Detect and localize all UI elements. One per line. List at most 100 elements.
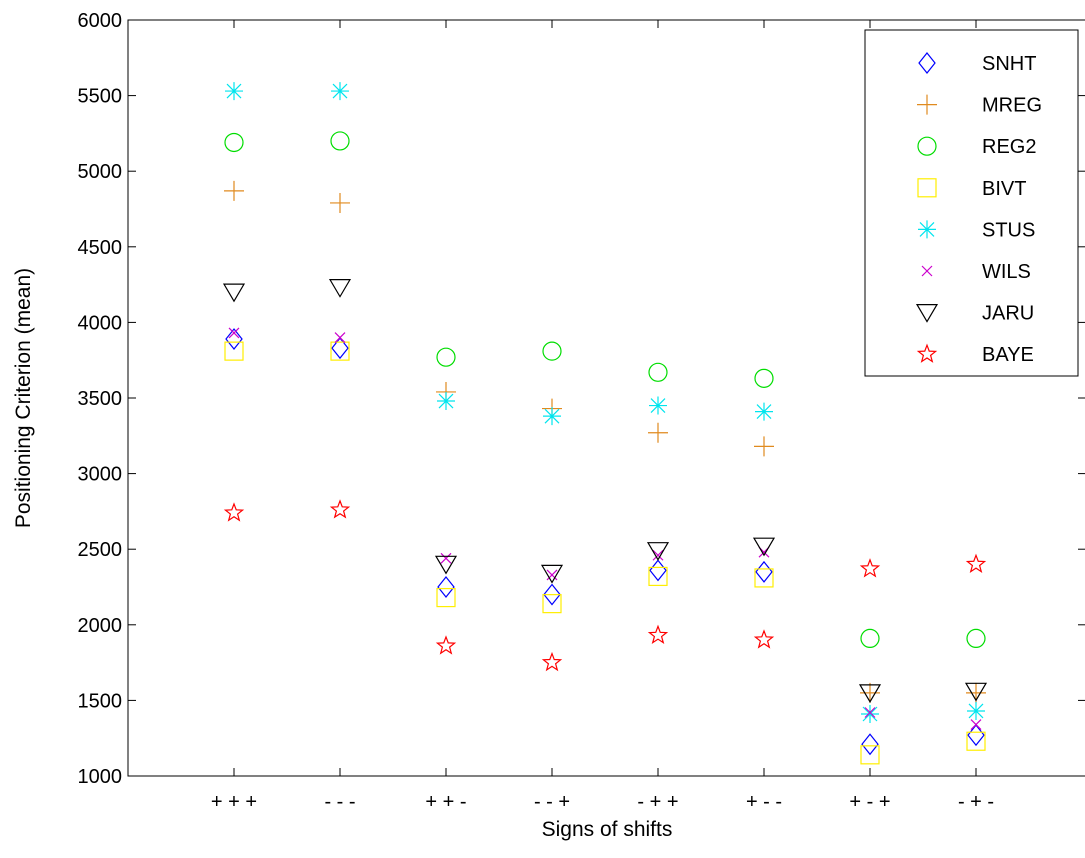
y-tick-label: 3500 bbox=[78, 388, 123, 410]
series-bivt bbox=[224, 341, 986, 765]
y-tick-label: 6000 bbox=[78, 10, 123, 32]
point-jaru bbox=[328, 279, 352, 298]
point-jaru bbox=[222, 283, 246, 303]
point-stus bbox=[437, 392, 455, 411]
point-jaru bbox=[858, 684, 882, 704]
point-baye bbox=[859, 558, 881, 578]
x-tick-label: + - + bbox=[849, 791, 890, 813]
point-stus bbox=[543, 407, 561, 426]
legend-label-jaru: JARU bbox=[982, 303, 1034, 325]
point-mreg bbox=[754, 436, 774, 457]
legend-label-stus: STUS bbox=[982, 219, 1035, 241]
point-snht bbox=[225, 328, 243, 350]
point-jaru bbox=[434, 555, 458, 575]
point-mreg bbox=[860, 682, 880, 703]
x-tick-label: + + + bbox=[211, 791, 257, 813]
x-tick-label: - - + bbox=[534, 791, 570, 813]
x-axis-label: Signs of shifts bbox=[542, 818, 673, 841]
point-baye bbox=[647, 624, 669, 645]
point-wils bbox=[970, 719, 982, 731]
x-tick-label: + + - bbox=[425, 791, 466, 813]
point-reg2 bbox=[330, 131, 350, 151]
point-bivt bbox=[966, 731, 986, 751]
legend-marker-snht bbox=[918, 52, 936, 74]
y-tick-label: 2500 bbox=[78, 539, 123, 561]
point-baye bbox=[753, 629, 775, 649]
point-reg2 bbox=[648, 362, 668, 382]
point-baye bbox=[435, 635, 457, 655]
point-snht bbox=[331, 337, 349, 360]
y-axis: 1000 1500 2000 2500 3000 3500 4000 4500 5000 5500… bbox=[78, 10, 1085, 788]
legend-label-bivt: BIVT bbox=[982, 178, 1026, 200]
series-baye bbox=[223, 499, 987, 672]
point-reg2 bbox=[966, 628, 986, 649]
y-tick-label: 3000 bbox=[78, 464, 123, 486]
y-tick-label: 4500 bbox=[78, 237, 123, 259]
legend-label-snht: SNHT bbox=[982, 53, 1036, 75]
legend-marker-wils bbox=[921, 265, 933, 277]
x-axis: + + + - - - + + - - - + - + + + - - + - + - + - bbox=[211, 20, 994, 813]
point-wils bbox=[652, 549, 664, 561]
legend-marker-bivt bbox=[917, 178, 937, 198]
point-bivt bbox=[860, 745, 880, 765]
point-baye bbox=[223, 502, 245, 522]
legend-label-baye: BAYE bbox=[982, 344, 1034, 366]
y-tick-label: 4000 bbox=[78, 312, 123, 334]
x-tick-label: - + + bbox=[637, 791, 678, 813]
point-stus bbox=[755, 402, 773, 421]
point-stus bbox=[225, 82, 243, 101]
series-reg2 bbox=[224, 131, 986, 649]
point-baye bbox=[541, 651, 563, 672]
point-baye bbox=[965, 553, 987, 573]
series-jaru bbox=[222, 279, 988, 704]
legend-label-reg2: REG2 bbox=[982, 136, 1036, 158]
point-bivt bbox=[754, 568, 774, 588]
legend-label-mreg: MREG bbox=[982, 95, 1042, 117]
point-wils bbox=[228, 327, 240, 339]
point-bivt bbox=[330, 341, 350, 361]
legend-marker-mreg bbox=[917, 94, 937, 115]
point-jaru bbox=[752, 537, 776, 557]
point-jaru bbox=[964, 682, 988, 702]
point-jaru bbox=[540, 564, 564, 584]
legend-box bbox=[864, 29, 1079, 377]
legend: SNHT MREG REG2 BIVT STUS WILS JARU BAYE bbox=[864, 29, 1079, 377]
point-mreg bbox=[648, 422, 668, 443]
y-tick-label: 5000 bbox=[78, 161, 123, 183]
x-tick-label: - - - bbox=[324, 791, 355, 813]
x-tick-label: - + - bbox=[958, 791, 994, 813]
y-tick-label: 1000 bbox=[78, 766, 123, 788]
data-points bbox=[222, 82, 988, 765]
point-snht bbox=[437, 576, 455, 598]
y-axis-label: Positioning Criterion (mean) bbox=[12, 268, 35, 528]
point-mreg bbox=[224, 180, 244, 201]
point-snht bbox=[861, 733, 879, 756]
point-wils bbox=[334, 332, 346, 343]
point-wils bbox=[864, 707, 876, 718]
point-stus bbox=[861, 705, 879, 724]
point-wils bbox=[440, 552, 452, 564]
point-snht bbox=[543, 583, 561, 606]
point-bivt bbox=[542, 594, 562, 614]
point-wils bbox=[546, 569, 558, 581]
legend-marker-jaru bbox=[915, 304, 939, 323]
point-stus bbox=[967, 701, 985, 720]
point-bivt bbox=[648, 566, 668, 587]
point-reg2 bbox=[754, 368, 774, 388]
point-reg2 bbox=[224, 132, 244, 153]
series-stus bbox=[225, 82, 985, 724]
point-baye bbox=[329, 499, 351, 519]
series-wils bbox=[228, 327, 982, 731]
point-reg2 bbox=[542, 341, 562, 361]
y-tick-label: 2000 bbox=[78, 615, 123, 637]
point-stus bbox=[331, 82, 349, 101]
point-jaru bbox=[646, 542, 670, 561]
legend-marker-stus bbox=[918, 220, 936, 239]
point-bivt bbox=[436, 587, 456, 608]
point-stus bbox=[649, 396, 667, 415]
legend-marker-baye bbox=[916, 343, 938, 363]
point-bivt bbox=[224, 341, 244, 361]
x-tick-label: + - - bbox=[746, 791, 782, 813]
point-mreg bbox=[330, 192, 350, 213]
